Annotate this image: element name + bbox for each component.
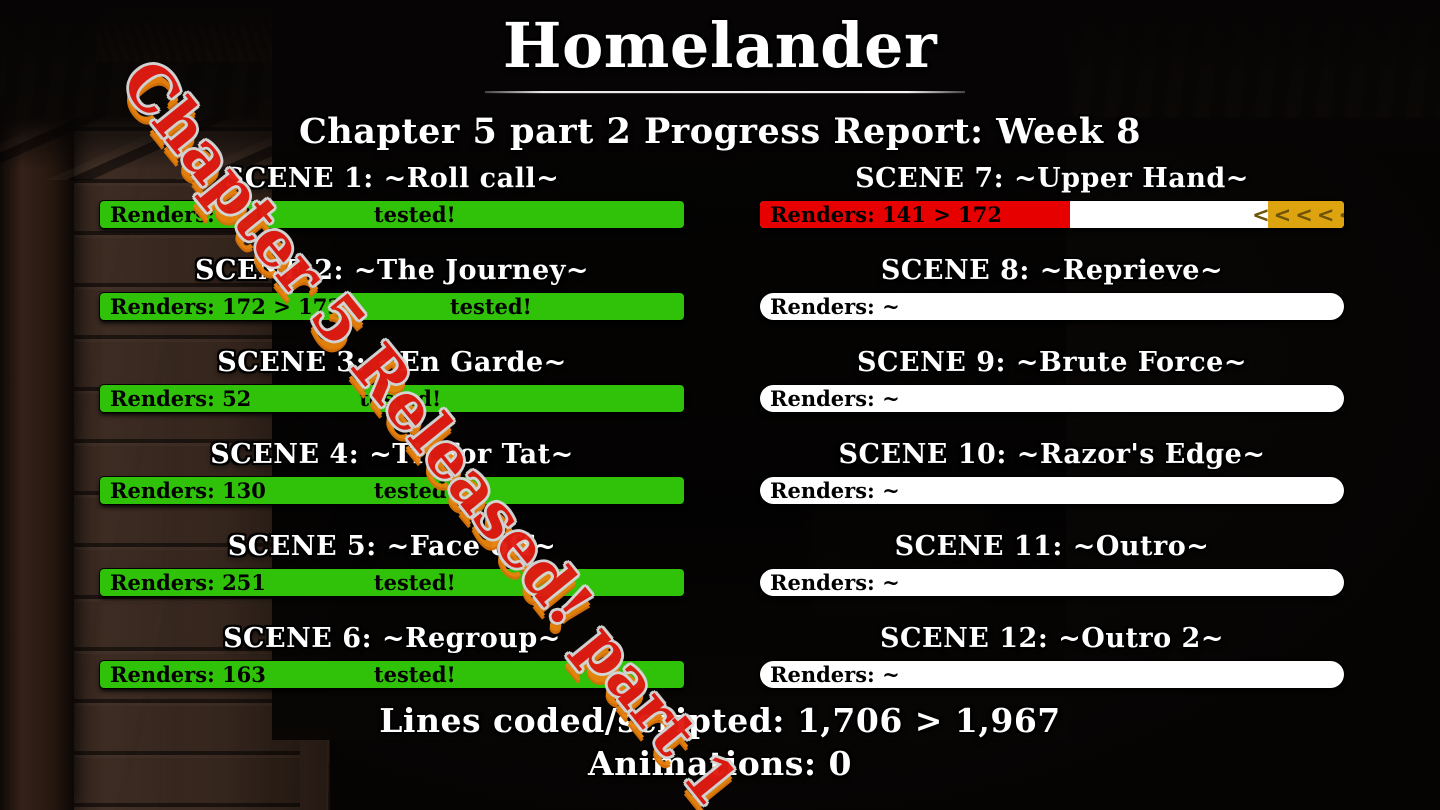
scene-progress-bar: Renders: 130 tested! xyxy=(100,477,684,504)
title-divider xyxy=(485,91,965,94)
renders-count-label: Renders: ~ xyxy=(770,386,900,411)
scene-title: SCENE 2: ~The Journey~ xyxy=(194,255,590,286)
scene-progress-bar: Renders: ~ xyxy=(760,661,1344,688)
renders-count-label: Renders: 130 xyxy=(110,478,266,503)
scene-block: SCENE 10: ~Razor's Edge~ Renders: ~ xyxy=(760,436,1344,528)
scene-block: SCENE 11: ~Outro~ Renders: ~ xyxy=(760,528,1344,620)
lines-coded-stat: Lines coded/scripted: 1,706 > 1,967 xyxy=(379,701,1061,740)
scene-title: SCENE 6: ~Regroup~ xyxy=(223,623,561,654)
page-title: Homelander xyxy=(502,9,938,82)
scene-status-label: tested! xyxy=(373,202,456,227)
renders-count-label: Renders: ~ xyxy=(770,478,900,503)
scene-progress-bar: Renders: 52 tested! xyxy=(100,385,684,412)
progress-fill-rendered xyxy=(760,201,1070,228)
scene-progress-bar: <<<<< Renders: 141 > 172 xyxy=(760,201,1344,228)
renders-count-label: Renders: 101 xyxy=(110,202,266,227)
renders-count-label: Renders: ~ xyxy=(770,662,900,687)
footer-stats: Lines coded/scripted: 1,706 > 1,967 Anim… xyxy=(0,700,1440,786)
scene-title: SCENE 11: ~Outro~ xyxy=(894,531,1210,562)
scene-block: SCENE 12: ~Outro 2~ Renders: ~ xyxy=(760,620,1344,712)
scene-block: SCENE 9: ~Brute Force~ Renders: ~ xyxy=(760,344,1344,436)
scene-block: SCENE 7: ~Upper Hand~<<<<< Renders: 141 >… xyxy=(760,160,1344,252)
report-subtitle: Chapter 5 part 2 Progress Report: Week 8 xyxy=(298,111,1142,152)
scene-block: SCENE 3: ~En Garde~ Renders: 52 tested! xyxy=(100,344,684,436)
scene-block: SCENE 5: ~Face off~ Renders: 251 tested! xyxy=(100,528,684,620)
scene-column-left: SCENE 1: ~Roll call~ Renders: 101 tested! S… xyxy=(100,160,684,712)
scene-status-label: tested! xyxy=(373,662,456,687)
scene-block: SCENE 8: ~Reprieve~ Renders: ~ xyxy=(760,252,1344,344)
progress-marker-pending: <<<<< xyxy=(1252,201,1344,228)
scene-title: SCENE 1: ~Roll call~ xyxy=(224,163,560,194)
scene-progress-bar: Renders: 163 tested! xyxy=(100,661,684,688)
renders-count-label: Renders: 163 xyxy=(110,662,266,687)
renders-count-label: Renders: 172 > 173 xyxy=(110,294,342,319)
scene-status-label: tested! xyxy=(373,570,456,595)
scene-title: SCENE 4: ~Tit for Tat~ xyxy=(210,439,574,470)
scene-title: SCENE 7: ~Upper Hand~ xyxy=(855,163,1249,194)
scene-status-label: tested! xyxy=(449,294,532,319)
scene-status-label: tested! xyxy=(359,386,442,411)
renders-count-label: Renders: ~ xyxy=(770,294,900,319)
scene-title: SCENE 5: ~Face off~ xyxy=(227,531,557,562)
scene-title: SCENE 10: ~Razor's Edge~ xyxy=(838,439,1266,470)
scene-progress-bar: Renders: ~ xyxy=(760,293,1344,320)
scene-status-label: tested! xyxy=(373,478,456,503)
scene-block: SCENE 2: ~The Journey~ Renders: 172 > 173… xyxy=(100,252,684,344)
renders-count-label: Renders: 52 xyxy=(110,386,252,411)
scene-title: SCENE 9: ~Brute Force~ xyxy=(857,347,1247,378)
scene-title: SCENE 8: ~Reprieve~ xyxy=(880,255,1224,286)
scene-title: SCENE 3: ~En Garde~ xyxy=(217,347,567,378)
scene-progress-bar: Renders: ~ xyxy=(760,385,1344,412)
scene-progress-bar: Renders: 101 tested! xyxy=(100,201,684,228)
scene-block: SCENE 4: ~Tit for Tat~ Renders: 130 tested… xyxy=(100,436,684,528)
scene-progress-bar: Renders: ~ xyxy=(760,569,1344,596)
scene-column-right: SCENE 7: ~Upper Hand~<<<<< Renders: 141 >… xyxy=(760,160,1344,712)
scene-block: SCENE 1: ~Roll call~ Renders: 101 tested! xyxy=(100,160,684,252)
renders-count-label: Renders: ~ xyxy=(770,570,900,595)
scene-progress-bar: Renders: 172 > 173 tested! xyxy=(100,293,684,320)
scene-title: SCENE 12: ~Outro 2~ xyxy=(880,623,1224,654)
renders-count-label: Renders: 251 xyxy=(110,570,266,595)
scene-progress-bar: Renders: ~ xyxy=(760,477,1344,504)
header-backdrop xyxy=(0,0,1440,170)
scene-progress-bar: Renders: 251 tested! xyxy=(100,569,684,596)
animations-stat: Animations: 0 xyxy=(588,744,852,783)
renders-count-label: Renders: 141 > 172 xyxy=(770,202,1002,227)
scene-block: SCENE 6: ~Regroup~ Renders: 163 tested! xyxy=(100,620,684,712)
